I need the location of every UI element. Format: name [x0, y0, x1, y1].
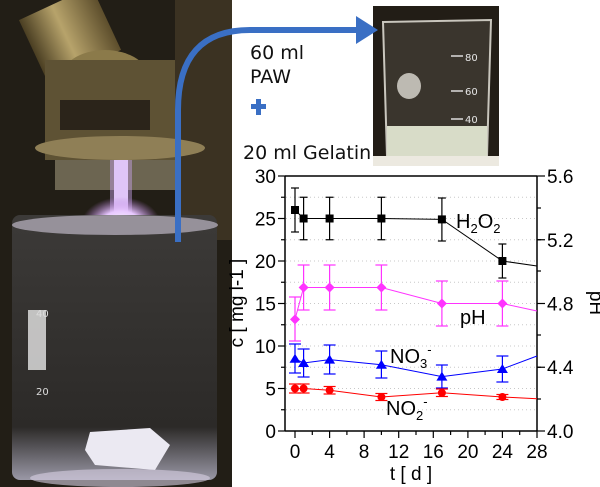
- svg-text:16: 16: [423, 442, 444, 463]
- svg-text:24: 24: [492, 442, 514, 463]
- svg-text:40: 40: [465, 115, 478, 126]
- svg-text:15: 15: [255, 295, 276, 316]
- y-axis-title: c [ mg l-1 ]: [227, 259, 248, 348]
- svg-text:30: 30: [255, 167, 276, 188]
- paw-volume-label: 60 ml: [250, 42, 305, 64]
- beaker-illustration: 80 60 40: [373, 6, 499, 166]
- svg-text:10: 10: [255, 337, 276, 358]
- transfer-arrow: [175, 27, 360, 242]
- svg-text:25: 25: [255, 210, 276, 231]
- x-axis-ticks: [294, 431, 538, 438]
- series-h2o2: [291, 187, 538, 279]
- left-axis-ticks: [278, 175, 285, 432]
- svg-text:20: 20: [255, 252, 276, 273]
- paw-name-label: PAW: [250, 66, 291, 88]
- plus-icon: [251, 99, 266, 115]
- right-axis-labels: 4.0 4.4 4.8 5.2 5.6: [547, 167, 574, 443]
- svg-text:40: 40: [36, 309, 49, 320]
- svg-text:0: 0: [265, 422, 276, 443]
- svg-text:5: 5: [265, 380, 276, 401]
- gelatin-label: 20 ml Gelatin: [243, 142, 372, 164]
- svg-text:0: 0: [290, 442, 301, 463]
- svg-text:60: 60: [465, 87, 478, 98]
- svg-text:80: 80: [465, 53, 478, 64]
- plasma-jet-illustration: 40 20: [0, 0, 232, 487]
- svg-text:8: 8: [359, 442, 370, 463]
- svg-text:5.2: 5.2: [547, 231, 573, 252]
- svg-text:4.0: 4.0: [547, 422, 573, 443]
- svg-text:12: 12: [388, 442, 409, 463]
- svg-text:4: 4: [324, 442, 335, 463]
- x-axis-labels: 0 4 8 12 16 20 24 28: [290, 442, 548, 463]
- right-axis-ticks: [537, 175, 545, 432]
- svg-text:4.4: 4.4: [547, 358, 574, 379]
- h2o2-label: H2O2: [456, 211, 500, 236]
- svg-text:20: 20: [36, 387, 49, 398]
- svg-text:28: 28: [526, 442, 547, 463]
- ph-label: pH: [460, 307, 486, 329]
- svg-text:20: 20: [457, 442, 478, 463]
- series-ph: [289, 264, 538, 342]
- beaker-photo: 80 60 40: [373, 6, 499, 166]
- left-axis-labels: 0 5 10 15 20 25 30: [255, 167, 276, 443]
- series-no2: [289, 383, 538, 402]
- svg-text:5.6: 5.6: [547, 167, 573, 188]
- plasma-jet-photo: 40 20: [0, 0, 232, 487]
- x-axis-title: t [ d ]: [390, 464, 432, 485]
- arrow-head-icon: [356, 16, 378, 44]
- series-no3: [289, 343, 538, 389]
- y2-axis-title: pH: [585, 291, 600, 315]
- svg-text:4.8: 4.8: [547, 295, 573, 316]
